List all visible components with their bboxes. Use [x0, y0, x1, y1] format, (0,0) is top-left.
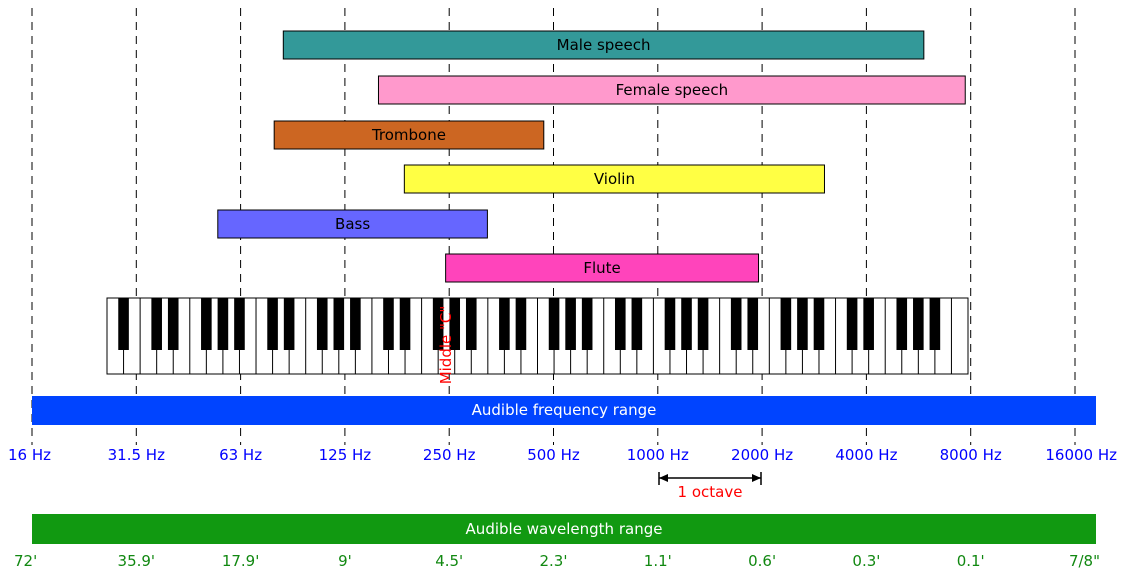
black-key — [664, 298, 676, 350]
black-key — [730, 298, 742, 350]
frequency-tick-label: 250 Hz — [423, 446, 476, 464]
black-key — [234, 298, 245, 350]
frequency-tick-label: 1000 Hz — [627, 446, 689, 464]
black-key — [813, 298, 825, 350]
black-key — [747, 298, 759, 350]
black-key — [316, 298, 328, 350]
black-key — [333, 298, 345, 350]
black-key — [267, 298, 278, 350]
black-key — [283, 298, 295, 350]
wavelength-tick-label: 1.1' — [644, 552, 672, 570]
audible-frequency-bar — [32, 396, 1096, 425]
black-key — [350, 298, 361, 350]
black-key — [399, 298, 411, 350]
black-key — [681, 298, 692, 350]
audible-frequency-label: Audible frequency range — [472, 401, 657, 419]
octave-gridlines — [31, 8, 1076, 445]
octave-arrowhead-left — [659, 474, 668, 482]
black-key — [118, 298, 129, 350]
black-key — [797, 298, 808, 350]
black-key — [614, 298, 626, 350]
black-key — [780, 298, 792, 350]
black-key — [515, 298, 527, 350]
octave-arrowhead-right — [752, 474, 761, 482]
black-key — [896, 298, 908, 350]
wavelength-tick-label: 2.3' — [540, 552, 568, 570]
black-key — [201, 298, 212, 350]
frequency-tick-label: 4000 Hz — [835, 446, 897, 464]
wavelength-tick-label: 72' — [14, 552, 37, 570]
black-key — [167, 298, 179, 350]
range-bar-label: Flute — [583, 259, 620, 277]
frequency-tick-label: 63 Hz — [219, 446, 262, 464]
range-bar-label: Bass — [335, 215, 370, 233]
black-key — [631, 298, 643, 350]
range-bar — [377, 75, 966, 105]
instrument-ranges: Male speech Female speech Trombone Violin Ba… — [217, 30, 966, 283]
black-key — [929, 298, 941, 350]
range-bar-label: Trombone — [371, 126, 446, 144]
black-key — [151, 298, 162, 350]
frequency-tick-label: 31.5 Hz — [108, 446, 165, 464]
black-key — [449, 298, 461, 350]
wavelength-tick-label: 35.9' — [118, 552, 156, 570]
octave-label: 1 octave — [678, 483, 743, 501]
wavelength-tick-label: 9' — [338, 552, 352, 570]
wavelength-tick-label: 4.5' — [435, 552, 463, 570]
wavelength-tick-labels: 72' 35.9' 17.9' 9' 4.5' 2.3' 1.1' 0.6' 0.3' 0.1' 7… — [14, 552, 1100, 570]
wavelength-tick-label: 17.9' — [222, 552, 260, 570]
black-key — [465, 298, 477, 350]
middle-c-label: Middle "C" — [437, 306, 455, 385]
range-bar-label: Violin — [594, 170, 635, 188]
octave-indicator: 1 octave — [658, 472, 762, 501]
black-key — [863, 298, 874, 350]
black-key — [913, 298, 924, 350]
frequency-tick-label: 16 Hz — [8, 446, 51, 464]
wavelength-tick-label: 0.6' — [748, 552, 776, 570]
black-key — [383, 298, 394, 350]
frequency-tick-label: 125 Hz — [319, 446, 372, 464]
black-key — [697, 298, 709, 350]
range-bar — [403, 164, 825, 194]
wavelength-tick-label: 7/8" — [1069, 552, 1100, 570]
range-bar — [282, 30, 925, 60]
frequency-tick-label: 8000 Hz — [940, 446, 1002, 464]
audible-wavelength-label: Audible wavelength range — [466, 520, 663, 538]
range-bar-label: Male speech — [557, 36, 651, 54]
black-key — [846, 298, 858, 350]
range-bar — [273, 120, 545, 150]
range-bar — [217, 209, 488, 239]
range-bar — [445, 253, 760, 283]
black-key — [581, 298, 593, 350]
frequency-tick-label: 500 Hz — [527, 446, 580, 464]
frequency-tick-label: 2000 Hz — [731, 446, 793, 464]
black-key — [217, 298, 229, 350]
black-key — [432, 298, 444, 350]
wavelength-tick-label: 0.3' — [852, 552, 880, 570]
black-key — [548, 298, 560, 350]
frequency-tick-label: 16000 Hz — [1045, 446, 1117, 464]
piano-keyboard — [106, 297, 969, 375]
black-key — [565, 298, 576, 350]
frequency-tick-labels: 16 Hz 31.5 Hz 63 Hz 125 Hz 250 Hz 500 Hz 1000 … — [8, 446, 1117, 464]
black-key — [499, 298, 510, 350]
audible-wavelength-bar — [32, 514, 1096, 544]
range-bar-label: Female speech — [616, 81, 729, 99]
wavelength-tick-label: 0.1' — [957, 552, 985, 570]
